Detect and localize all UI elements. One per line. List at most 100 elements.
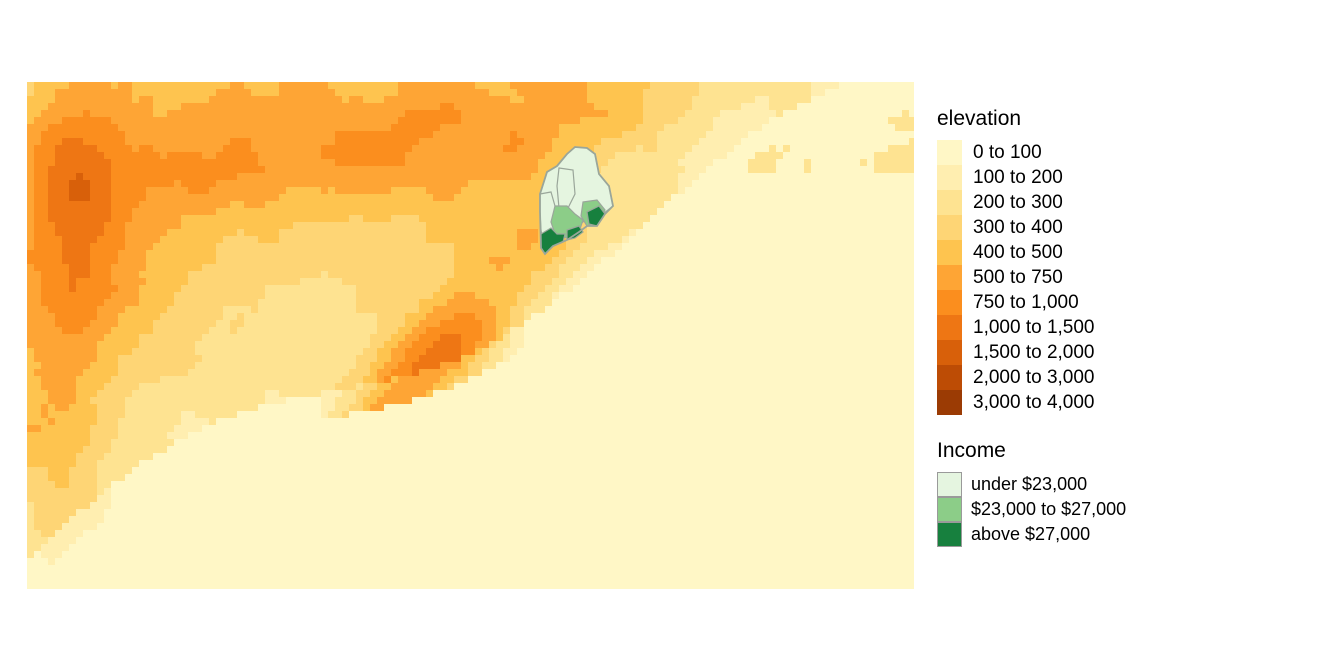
- elevation-cell: [153, 89, 160, 96]
- elevation-cell: [174, 320, 181, 327]
- elevation-cell: [370, 299, 377, 306]
- elevation-cell: [41, 481, 48, 488]
- elevation-cell: [265, 355, 272, 362]
- elevation-cell: [230, 313, 237, 320]
- elevation-cell: [202, 215, 209, 222]
- elevation-cell: [776, 152, 783, 159]
- elevation-cell: [48, 313, 55, 320]
- elevation-cell: [97, 502, 104, 509]
- elevation-cell: [251, 369, 258, 376]
- elevation-cell: [384, 327, 391, 334]
- elevation-cell: [314, 320, 321, 327]
- elevation-cell: [69, 201, 76, 208]
- elevation-cell: [524, 82, 531, 89]
- elevation-cell: [55, 110, 62, 117]
- elevation-cell: [258, 306, 265, 313]
- elevation-cell: [356, 285, 363, 292]
- elevation-cell: [461, 334, 468, 341]
- elevation-cell: [104, 397, 111, 404]
- elevation-cell: [286, 285, 293, 292]
- elevation-cell: [104, 194, 111, 201]
- elevation-cell: [342, 82, 349, 89]
- elevation-cell: [258, 152, 265, 159]
- elevation-cell: [209, 124, 216, 131]
- elevation-cell: [76, 159, 83, 166]
- elevation-cell: [608, 166, 615, 173]
- elevation-cell: [384, 369, 391, 376]
- elevation-cell: [258, 124, 265, 131]
- elevation-cell: [118, 194, 125, 201]
- elevation-cell: [118, 383, 125, 390]
- elevation-cell: [223, 236, 230, 243]
- elevation-cell: [104, 264, 111, 271]
- elevation-cell: [97, 271, 104, 278]
- elevation-cell: [188, 166, 195, 173]
- elevation-cell: [230, 215, 237, 222]
- elevation-cell: [328, 341, 335, 348]
- elevation-cell: [363, 229, 370, 236]
- elevation-cell: [356, 145, 363, 152]
- elevation-cell: [146, 418, 153, 425]
- elevation-cell: [328, 173, 335, 180]
- elevation-cell: [167, 187, 174, 194]
- elevation-cell: [118, 474, 125, 481]
- elevation-cell: [412, 250, 419, 257]
- elevation-cell: [265, 180, 272, 187]
- elevation-cell: [265, 194, 272, 201]
- elevation-cell: [174, 159, 181, 166]
- elevation-cell: [391, 299, 398, 306]
- elevation-cell: [629, 117, 636, 124]
- elevation-cell: [265, 341, 272, 348]
- elevation-cell: [272, 124, 279, 131]
- elevation-cell: [104, 348, 111, 355]
- elevation-cell: [41, 264, 48, 271]
- elevation-cell: [139, 285, 146, 292]
- elevation-cell: [636, 180, 643, 187]
- elevation-cell: [139, 411, 146, 418]
- elevation-cell: [328, 334, 335, 341]
- legend-swatch: [937, 265, 962, 290]
- elevation-cell: [90, 236, 97, 243]
- elevation-cell: [230, 390, 237, 397]
- elevation-cell: [482, 271, 489, 278]
- elevation-cell: [370, 397, 377, 404]
- elevation-cell: [97, 509, 104, 516]
- elevation-cell: [230, 82, 237, 89]
- elevation-cell: [447, 152, 454, 159]
- elevation-cell: [566, 285, 573, 292]
- elevation-cell: [181, 334, 188, 341]
- elevation-cell: [111, 236, 118, 243]
- elevation-cell: [230, 264, 237, 271]
- elevation-cell: [454, 236, 461, 243]
- elevation-cell: [489, 243, 496, 250]
- elevation-cell: [41, 201, 48, 208]
- elevation-cell: [216, 271, 223, 278]
- elevation-cell: [76, 306, 83, 313]
- elevation-cell: [230, 306, 237, 313]
- elevation-cell: [230, 341, 237, 348]
- elevation-cell: [132, 411, 139, 418]
- elevation-cell: [69, 285, 76, 292]
- elevation-cell: [104, 306, 111, 313]
- elevation-cell: [398, 243, 405, 250]
- elevation-cell: [251, 334, 258, 341]
- elevation-cell: [433, 383, 440, 390]
- elevation-cell: [34, 460, 41, 467]
- elevation-cell: [384, 292, 391, 299]
- elevation-cell: [146, 446, 153, 453]
- elevation-cell: [398, 229, 405, 236]
- elevation-cell: [398, 292, 405, 299]
- elevation-cell: [881, 152, 888, 159]
- elevation-cell: [356, 383, 363, 390]
- elevation-cell: [587, 243, 594, 250]
- elevation-cell: [307, 187, 314, 194]
- elevation-cell: [342, 138, 349, 145]
- elevation-cell: [34, 481, 41, 488]
- elevation-cell: [160, 159, 167, 166]
- elevation-cell: [167, 138, 174, 145]
- elevation-cell: [307, 180, 314, 187]
- elevation-cell: [349, 362, 356, 369]
- elevation-cell: [349, 152, 356, 159]
- elevation-cell: [503, 229, 510, 236]
- elevation-cell: [181, 131, 188, 138]
